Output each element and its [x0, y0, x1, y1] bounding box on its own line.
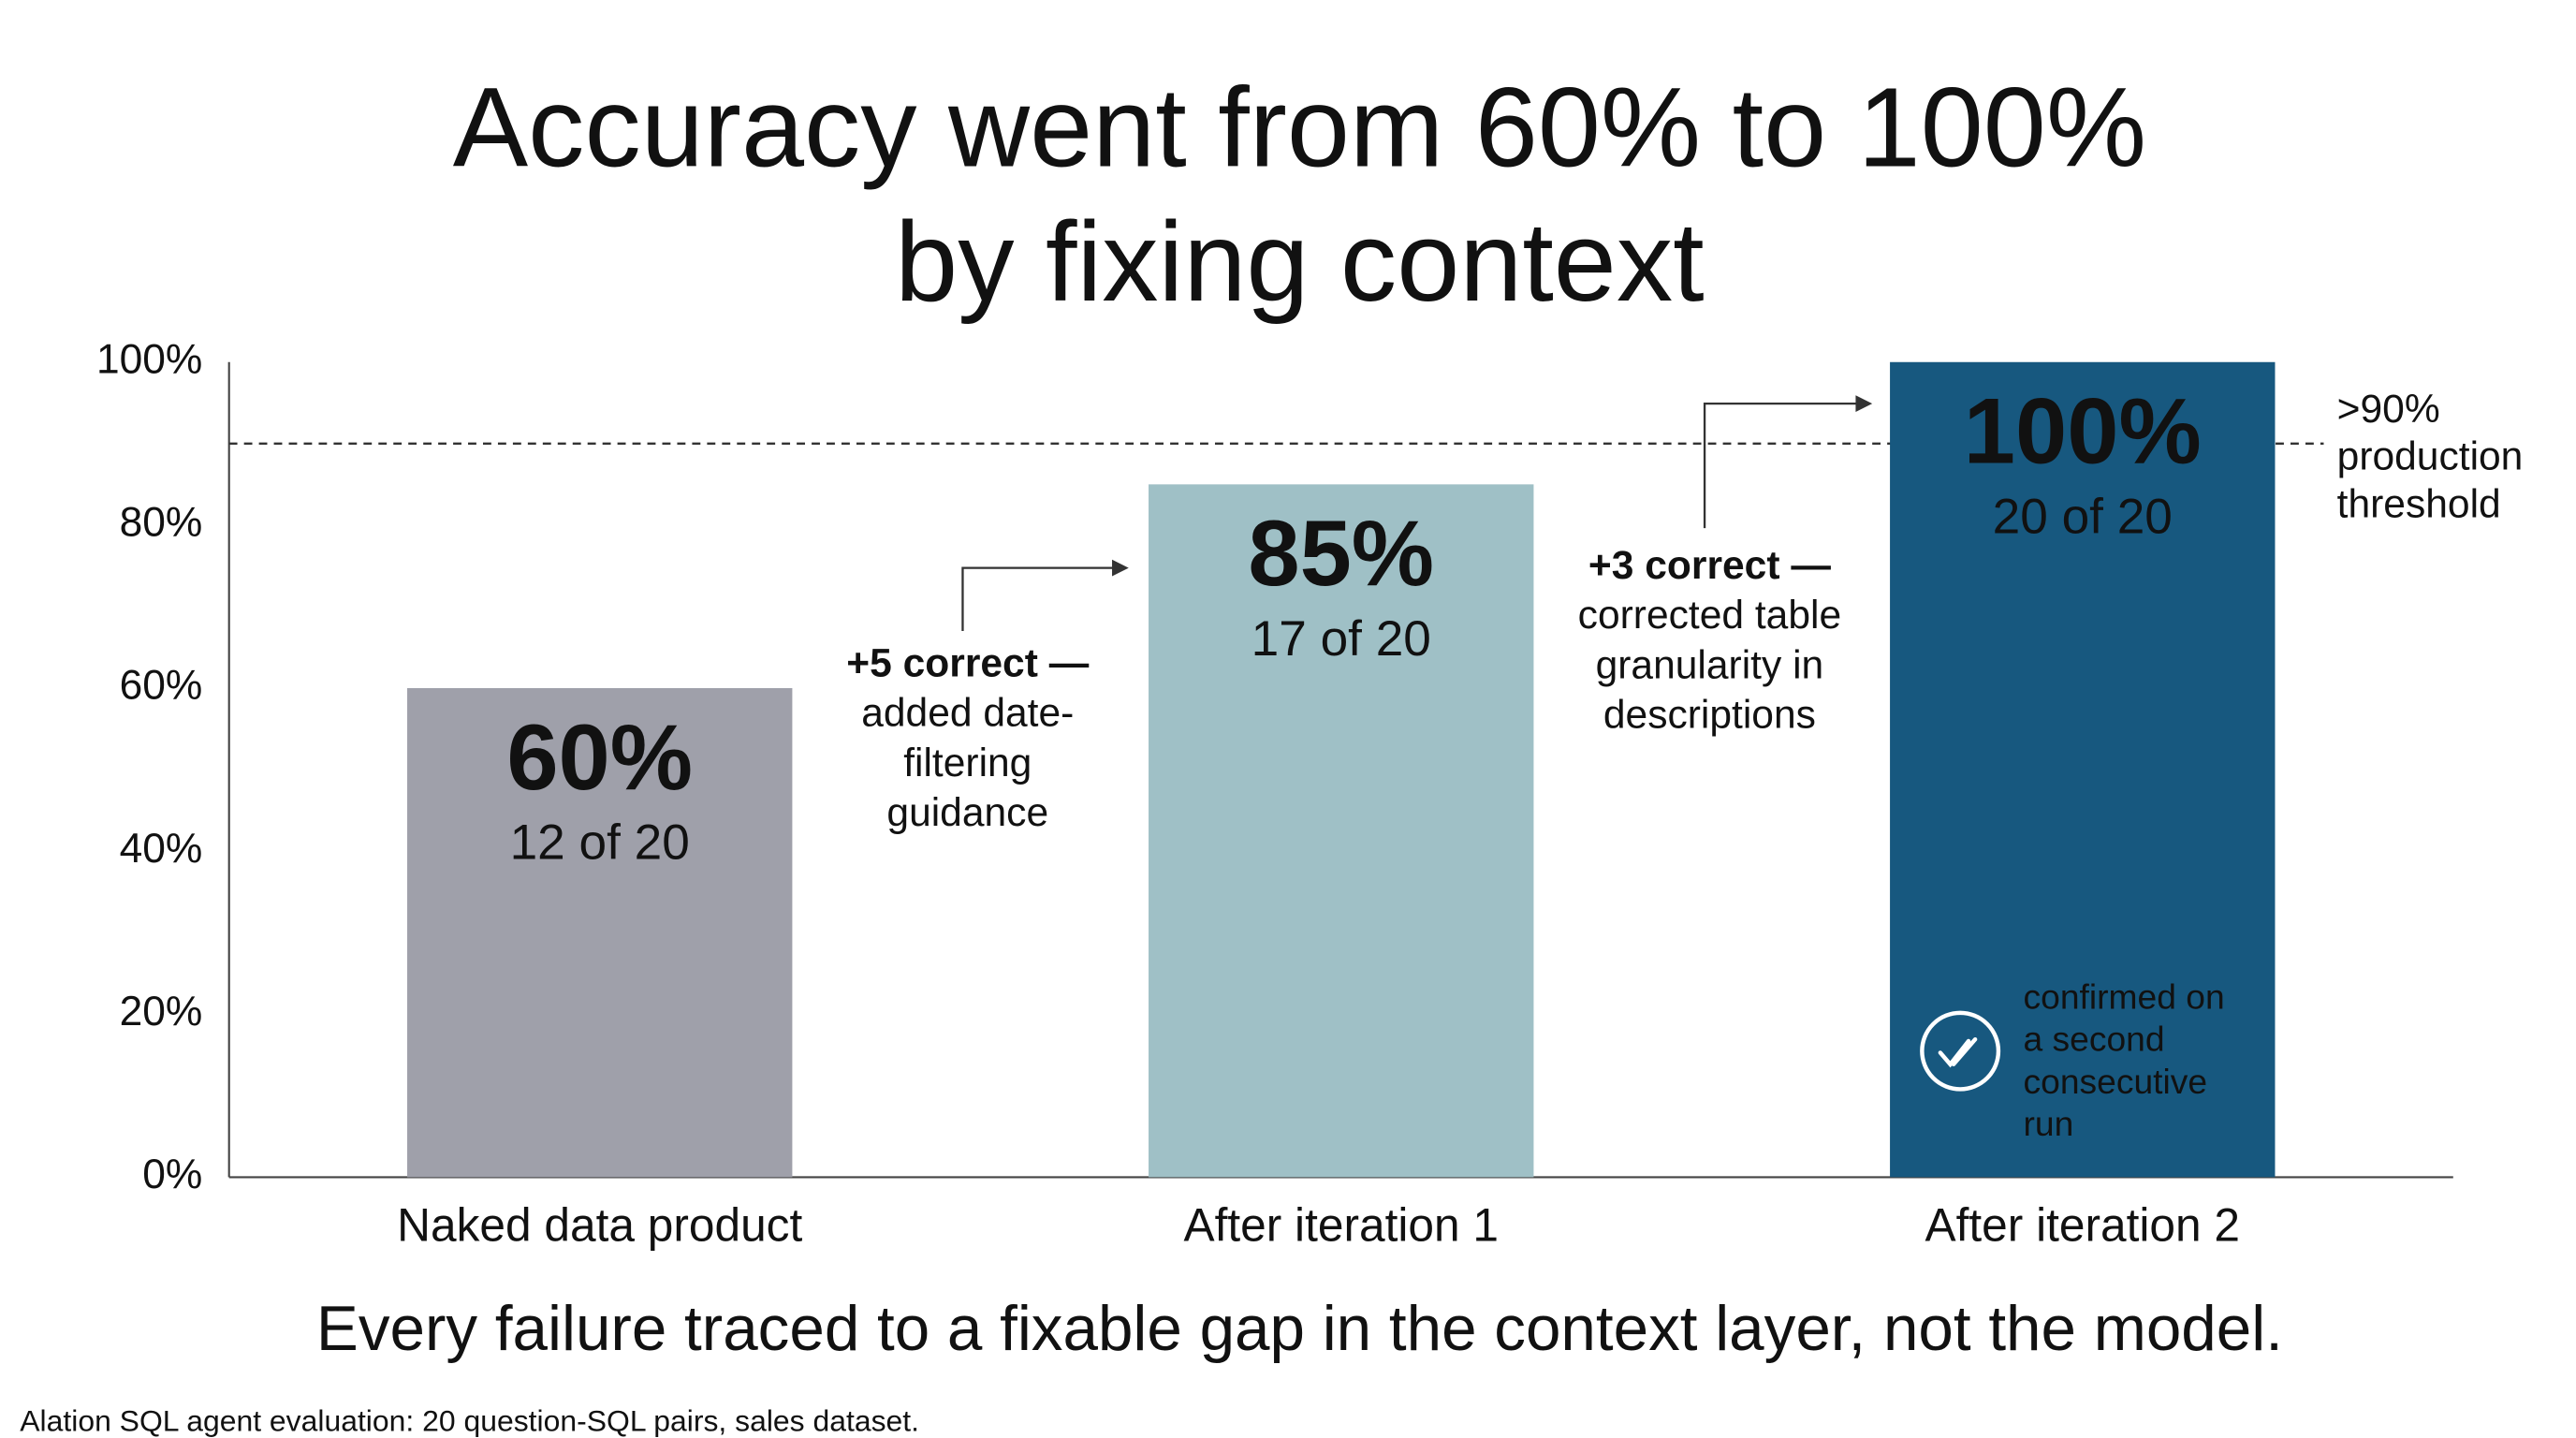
- bar-note: a second: [2024, 1020, 2165, 1059]
- y-tick-label: 0%: [142, 1152, 202, 1197]
- bar: [1890, 361, 2276, 1178]
- bar-note: consecutive: [2024, 1062, 2208, 1101]
- arrow-head: [1112, 559, 1129, 577]
- y-tick-label: 100%: [96, 336, 202, 382]
- threshold-label: threshold: [2337, 481, 2501, 526]
- annotation-bold: +5 correct —: [846, 640, 1089, 685]
- chart-title: by fixing context: [895, 198, 1704, 325]
- x-tick-label: After iteration 1: [1183, 1198, 1499, 1251]
- chart-title: Accuracy went from 60% to 100%: [453, 64, 2146, 190]
- bar: [407, 688, 793, 1178]
- count-label: 17 of 20: [1251, 611, 1431, 667]
- annotation-text: filtering: [903, 741, 1032, 785]
- y-tick-label: 40%: [120, 826, 203, 872]
- footnote: Alation SQL agent evaluation: 20 questio…: [20, 1403, 919, 1437]
- check-icon: [1920, 1010, 2001, 1092]
- x-tick-label: Naked data product: [397, 1198, 802, 1251]
- bar: [1149, 484, 1534, 1178]
- annotation-text: descriptions: [1603, 692, 1816, 737]
- annotation-arrow: [1703, 402, 1859, 529]
- annotation-text: corrected table: [1578, 593, 1841, 638]
- count-label: 20 of 20: [1993, 489, 2173, 544]
- value-label: 60%: [506, 706, 693, 810]
- y-tick-label: 80%: [120, 500, 203, 546]
- x-tick-label: After iteration 2: [1925, 1198, 2241, 1251]
- annotation-bold: +3 correct —: [1588, 543, 1831, 588]
- caption: Every failure traced to a fixable gap in…: [316, 1294, 2283, 1364]
- y-tick-label: 20%: [120, 989, 203, 1034]
- check-mark: [1938, 1037, 1978, 1068]
- threshold-label: production: [2337, 434, 2524, 479]
- count-label: 12 of 20: [510, 815, 690, 871]
- annotation-text: guidance: [886, 790, 1048, 835]
- bar-note: confirmed on: [2024, 976, 2225, 1016]
- annotation-arrow: [961, 566, 1116, 632]
- annotation-text: added date-: [861, 691, 1074, 736]
- value-label: 100%: [1964, 380, 2202, 484]
- y-tick-label: 60%: [120, 663, 203, 709]
- arrow-head: [1855, 395, 1873, 412]
- bar-note: run: [2024, 1104, 2074, 1143]
- annotation-text: granularity in: [1596, 642, 1824, 687]
- threshold-label: >90%: [2337, 387, 2440, 432]
- value-label: 85%: [1248, 502, 1434, 606]
